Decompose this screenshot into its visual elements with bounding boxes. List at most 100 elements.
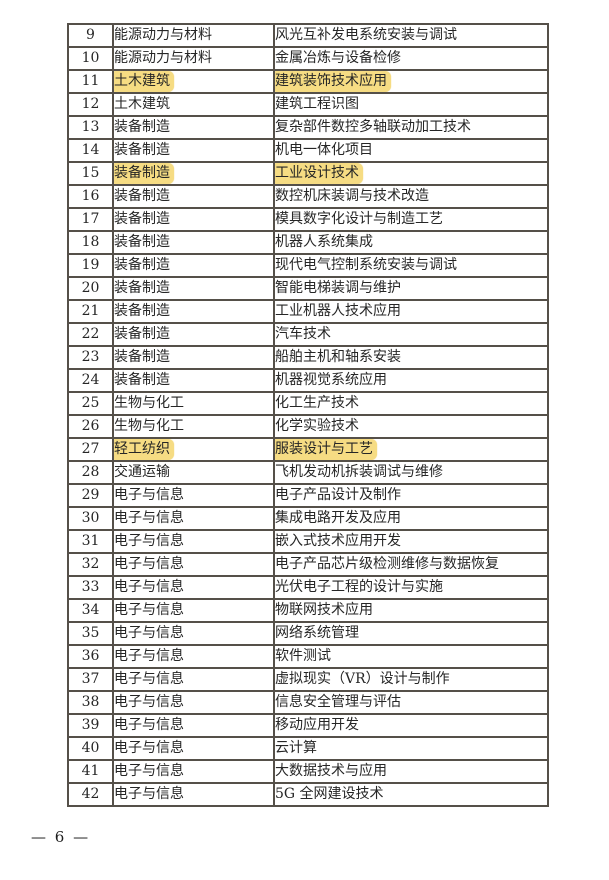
course-text: 现代电气控制系统安装与调试	[275, 257, 457, 273]
table-row: 28 交通运输 飞机发动机拆装调试与维修	[67, 460, 549, 485]
table-row: 23 装备制造 船舶主机和轴系安装	[67, 345, 549, 370]
category-cell: 能源动力与材料	[112, 23, 275, 48]
course-text: 工业设计技术	[276, 164, 363, 183]
table-row: 19 装备制造 现代电气控制系统安装与调试	[67, 253, 549, 278]
row-number-cell: 42	[67, 782, 114, 807]
category-cell: 电子与信息	[112, 552, 275, 577]
course-text: 机器视觉系统应用	[275, 372, 387, 388]
row-number-cell: 14	[67, 138, 114, 163]
table-row: 40 电子与信息 云计算	[67, 736, 549, 761]
table-row: 24 装备制造 机器视觉系统应用	[67, 368, 549, 393]
course-cell: 机器视觉系统应用	[273, 368, 549, 393]
table-row: 30 电子与信息 集成电路开发及应用	[67, 506, 549, 531]
row-number: 35	[81, 625, 100, 641]
category-cell: 装备制造	[112, 345, 275, 370]
course-cell: 船舶主机和轴系安装	[273, 345, 549, 370]
table-row: 20 装备制造 智能电梯装调与维护	[67, 276, 549, 301]
category-text: 装备制造	[114, 211, 170, 227]
row-number-cell: 24	[67, 368, 114, 393]
table-row: 16 装备制造 数控机床装调与技术改造	[67, 184, 549, 209]
category-text: 电子与信息	[114, 671, 184, 687]
row-number: 20	[81, 280, 100, 296]
table-row: 10 能源动力与材料 金属冶炼与设备检修	[67, 46, 549, 71]
course-text: 金属冶炼与设备检修	[275, 50, 401, 66]
row-number: 39	[81, 717, 100, 733]
row-number: 34	[81, 602, 100, 618]
category-text: 电子与信息	[114, 694, 184, 710]
row-number-cell: 37	[67, 667, 114, 692]
row-number-cell: 40	[67, 736, 114, 761]
table-row: 35 电子与信息 网络系统管理	[67, 621, 549, 646]
row-number-cell: 13	[67, 115, 114, 140]
row-number: 38	[81, 694, 100, 710]
row-number-cell: 9	[67, 23, 114, 48]
category-cell: 电子与信息	[112, 575, 275, 600]
table-row: 42 电子与信息 5G 全网建设技术	[67, 782, 549, 807]
category-text: 装备制造	[114, 119, 170, 135]
course-text: 机器人系统集成	[275, 234, 373, 250]
category-text: 装备制造	[114, 234, 170, 250]
category-text: 电子与信息	[114, 740, 184, 756]
row-number-cell: 32	[67, 552, 114, 577]
category-cell: 交通运输	[112, 460, 275, 485]
course-cell: 风光互补发电系统安装与调试	[273, 23, 549, 48]
row-number-cell: 29	[67, 483, 114, 508]
category-cell: 生物与化工	[112, 391, 275, 416]
course-text: 虚拟现实（VR）设计与制作	[275, 671, 450, 687]
course-cell: 物联网技术应用	[273, 598, 549, 623]
row-number: 29	[81, 487, 100, 503]
category-cell: 轻工纺织	[112, 437, 275, 462]
category-text: 电子与信息	[114, 625, 184, 641]
category-cell: 电子与信息	[112, 529, 275, 554]
row-number: 17	[81, 211, 100, 227]
row-number-cell: 23	[67, 345, 114, 370]
course-text: 复杂部件数控多轴联动加工技术	[275, 119, 471, 135]
row-number-cell: 33	[67, 575, 114, 600]
category-text: 电子与信息	[114, 579, 184, 595]
course-cell: 建筑工程识图	[273, 92, 549, 117]
course-cell: 机电一体化项目	[273, 138, 549, 163]
course-cell: 现代电气控制系统安装与调试	[273, 253, 549, 278]
row-number-cell: 16	[67, 184, 114, 209]
table-row: 34 电子与信息 物联网技术应用	[67, 598, 549, 623]
table-row: 12 土木建筑 建筑工程识图	[67, 92, 549, 117]
category-text: 电子与信息	[114, 533, 184, 549]
category-text: 电子与信息	[114, 487, 184, 503]
course-text: 汽车技术	[275, 326, 331, 342]
category-text: 能源动力与材料	[114, 50, 212, 66]
category-cell: 土木建筑	[112, 92, 275, 117]
table-row: 39 电子与信息 移动应用开发	[67, 713, 549, 738]
row-number: 30	[81, 510, 100, 526]
course-cell: 虚拟现实（VR）设计与制作	[273, 667, 549, 692]
course-text: 电子产品设计及制作	[275, 487, 401, 503]
row-number: 33	[81, 579, 100, 595]
row-number: 15	[81, 165, 100, 181]
table-row: 25 生物与化工 化工生产技术	[67, 391, 549, 416]
category-text: 土木建筑	[114, 96, 170, 112]
table-row: 11 土木建筑 建筑装饰技术应用	[67, 69, 549, 94]
course-text: 服装设计与工艺	[276, 440, 377, 459]
row-number-cell: 26	[67, 414, 114, 439]
table-row: 27 轻工纺织 服装设计与工艺	[67, 437, 549, 462]
table-row: 18 装备制造 机器人系统集成	[67, 230, 549, 255]
row-number-cell: 18	[67, 230, 114, 255]
table-row: 21 装备制造 工业机器人技术应用	[67, 299, 549, 324]
category-cell: 土木建筑	[112, 69, 275, 94]
row-number: 11	[81, 73, 100, 89]
table-body: 9 能源动力与材料 风光互补发电系统安装与调试 10 能源动力与材料 金属冶炼与…	[67, 23, 549, 807]
course-text: 5G 全网建设技术	[275, 786, 384, 802]
category-cell: 能源动力与材料	[112, 46, 275, 71]
course-cell: 机器人系统集成	[273, 230, 549, 255]
row-number-cell: 27	[67, 437, 114, 462]
row-number: 40	[81, 740, 100, 756]
course-cell: 化学实验技术	[273, 414, 549, 439]
row-number: 13	[81, 119, 100, 135]
category-cell: 装备制造	[112, 161, 275, 186]
course-cell: 飞机发动机拆装调试与维修	[273, 460, 549, 485]
category-text: 生物与化工	[114, 418, 184, 434]
category-text: 电子与信息	[114, 648, 184, 664]
category-text: 电子与信息	[114, 763, 184, 779]
course-cell: 工业机器人技术应用	[273, 299, 549, 324]
category-cell: 电子与信息	[112, 506, 275, 531]
